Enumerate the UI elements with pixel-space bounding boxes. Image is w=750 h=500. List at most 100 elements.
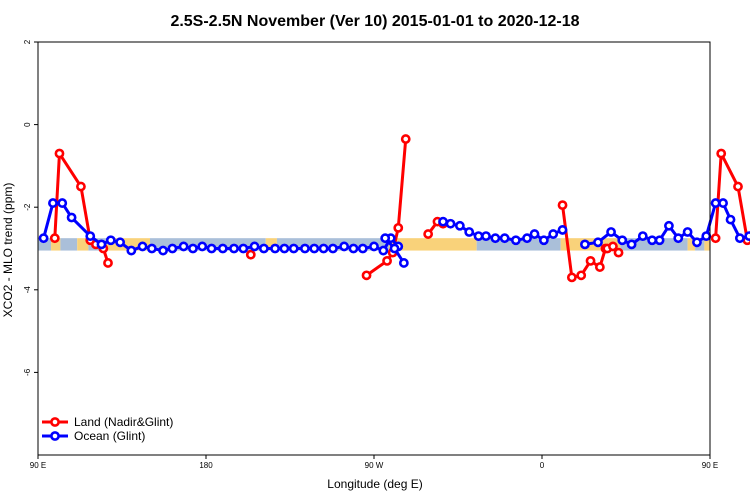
data-point [710,198,721,208]
y-tick-label: -2 [23,203,32,211]
data-point [606,227,616,237]
data-point [613,247,624,258]
x-tick-label: 90 W [365,461,384,470]
x-tick-label: 0 [540,461,545,470]
series-layer [38,134,750,283]
data-point [103,258,113,268]
data-point [481,231,491,242]
data-point [96,239,107,250]
y-tick-label: 0 [23,122,32,127]
data-point [38,233,49,244]
data-point [167,243,178,254]
data-point [393,222,404,233]
data-point [454,220,465,231]
data-point [654,235,665,246]
data-point [188,243,198,254]
data-point [557,225,568,235]
data-point [664,220,674,231]
band-segment-land [77,238,89,251]
data-point [57,198,68,208]
data-point [380,233,391,244]
data-point [318,243,329,254]
data-point [389,243,400,254]
data-point [626,239,637,250]
data-point [701,231,712,242]
data-point [126,245,137,256]
data-point [54,148,65,159]
data-point [270,243,280,254]
data-point [647,235,658,246]
y-tick-label: -6 [23,368,32,376]
data-point [361,270,372,281]
band-segment-land [704,238,710,251]
data-point [464,227,475,237]
data-point [328,243,338,254]
chart-title: 2.5S-2.5N November (Ver 10) 2015-01-01 t… [170,13,579,30]
data-point [594,262,605,272]
data-point [279,243,290,254]
legend: Land (Nadir&Glint)Ocean (Glint) [42,415,173,443]
data-point [158,245,168,256]
data-point [445,218,456,229]
axes: 90 E 180 90 W 0 90 E 2 0 -2 -4 -6 [23,39,718,470]
data-point [217,243,228,254]
data-point [438,216,448,227]
y-tick-label: 2 [23,39,32,44]
data-point [557,200,568,211]
data-point [115,237,126,248]
data-point [238,243,249,254]
data-point [499,233,510,244]
x-tick-label: 90 E [30,461,46,470]
data-point [146,243,157,254]
data-point [593,237,603,248]
data-point [585,255,596,266]
data-point [473,231,484,242]
data-point [510,235,521,246]
data-point [580,239,590,250]
data-point [369,241,379,252]
band-segment-land [265,238,277,251]
data-point [206,243,217,254]
band-segment-ocean [60,238,78,251]
data-point [309,243,320,254]
data-point [382,255,392,266]
data-point [716,148,727,159]
legend-swatch-marker [50,417,60,427]
data-point [398,258,409,268]
data-point [76,181,86,192]
legend-entry: Ocean (Glint) [42,429,145,443]
data-point [548,229,559,239]
legend-label: Ocean (Glint) [74,429,145,443]
data-point [566,272,577,283]
series-land [49,134,750,283]
data-point [49,233,60,244]
data-point [733,181,743,192]
data-point [692,237,702,248]
x-tick-label: 180 [199,461,213,470]
legend-swatch-marker [50,431,60,441]
data-point [85,231,96,242]
x-axis-label: Longitude (deg E) [327,477,422,491]
band-segment-land [687,238,696,251]
data-point [378,245,389,256]
y-axis-label: XCO2 - MLO trend (ppm) [1,183,15,318]
data-point [48,198,58,208]
data-point [66,212,77,223]
data-point [617,235,628,246]
data-point [682,227,693,237]
data-point [744,231,750,242]
y-tick-label: -4 [23,286,32,294]
x-tick-label: 90 E [702,461,718,470]
legend-label: Land (Nadir&Glint) [74,415,173,429]
data-point [637,231,648,242]
data-point [423,229,434,239]
data-point [400,134,411,144]
data-point [710,233,721,244]
data-point [673,233,684,244]
data-point [718,198,728,208]
data-point [137,241,148,252]
data-point [348,243,359,254]
data-point [105,235,116,246]
data-point [529,229,540,239]
